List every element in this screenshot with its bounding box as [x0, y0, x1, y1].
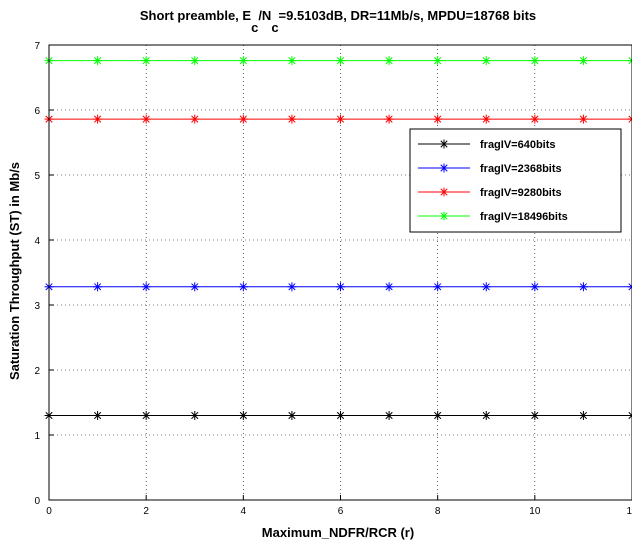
y-tick-label: 7	[34, 41, 40, 52]
chart-title-sub1: c	[251, 20, 258, 35]
x-tick-label: 0	[46, 506, 52, 517]
data-point	[481, 411, 491, 420]
data-point	[141, 114, 151, 124]
data-point	[481, 114, 491, 124]
axis-ticks: 02468101201234567	[34, 41, 632, 517]
data-point	[93, 56, 103, 66]
data-point	[530, 411, 540, 420]
series-layer	[44, 56, 632, 420]
data-point	[93, 114, 103, 124]
y-tick-label: 6	[34, 106, 40, 117]
legend-item: fragIV=9280bits	[418, 187, 562, 199]
data-point	[530, 282, 540, 292]
data-point	[238, 56, 248, 66]
x-tick-label: 10	[529, 506, 541, 517]
legend-marker	[439, 211, 449, 221]
data-point	[336, 56, 345, 66]
chart-title-suffix: =9.5103dB, DR=11Mb/s, MPDU=18768 bits	[279, 8, 537, 23]
legend-item: fragIV=640bits	[418, 139, 556, 151]
chart-title: Short preamble, Ec/Nc=9.5103dB, DR=11Mb/…	[140, 8, 536, 35]
series	[44, 282, 632, 292]
data-point	[238, 411, 248, 420]
data-point	[93, 411, 103, 420]
data-point	[530, 56, 540, 66]
data-point	[190, 56, 200, 66]
legend-label: fragIV=9280bits	[480, 187, 562, 199]
data-point	[336, 411, 345, 420]
legend-label: fragIV=18496bits	[480, 211, 568, 223]
x-tick-label: 12	[626, 506, 632, 517]
y-tick-label: 3	[34, 301, 40, 312]
data-point	[433, 114, 443, 124]
data-point	[287, 114, 297, 124]
data-point	[433, 282, 443, 292]
data-point	[93, 282, 103, 292]
data-point	[627, 56, 632, 66]
chart-title-sub2: c	[271, 20, 278, 35]
data-point	[578, 114, 588, 124]
y-tick-label: 0	[34, 496, 40, 507]
legend: fragIV=640bits fragIV=2368bits fragIV=9280…	[409, 128, 622, 233]
data-point	[433, 56, 443, 66]
data-point	[190, 114, 200, 124]
data-point	[384, 282, 394, 292]
data-point	[190, 411, 200, 420]
legend-label: fragIV=2368bits	[480, 163, 562, 175]
x-tick-label: 6	[338, 506, 344, 517]
series	[44, 56, 632, 66]
data-point	[384, 411, 394, 420]
y-tick-label: 1	[34, 431, 40, 442]
data-point	[627, 114, 632, 124]
data-point	[336, 282, 345, 292]
grid	[48, 44, 632, 501]
legend-item: fragIV=2368bits	[418, 163, 562, 175]
data-point	[141, 411, 151, 420]
y-tick-label: 2	[34, 366, 40, 377]
legend-marker	[439, 187, 449, 197]
data-point	[384, 114, 394, 124]
legend-marker	[439, 163, 449, 173]
data-point	[141, 56, 151, 66]
data-point	[238, 282, 248, 292]
chart-title-prefix: Short preamble, E	[140, 8, 252, 23]
data-point	[384, 56, 394, 66]
x-tick-label: 8	[435, 506, 441, 517]
data-point	[627, 282, 632, 292]
y-tick-label: 4	[34, 236, 40, 247]
x-tick-label: 4	[241, 506, 247, 517]
data-point	[481, 56, 491, 66]
y-axis-title: Saturation Throughput (ST) in Mb/s	[7, 162, 22, 380]
data-point	[627, 411, 632, 420]
x-axis-title: Maximum_NDFR/RCR (r)	[262, 525, 414, 540]
data-point	[238, 114, 248, 124]
series	[44, 114, 632, 124]
data-point	[578, 411, 588, 420]
data-point	[190, 282, 200, 292]
data-point	[287, 411, 297, 420]
data-point	[287, 56, 297, 66]
data-point	[433, 411, 443, 420]
y-tick-label: 5	[34, 171, 40, 182]
data-point	[336, 114, 345, 124]
data-point	[481, 282, 491, 292]
data-point	[530, 114, 540, 124]
chart-title-mid: /N	[258, 8, 271, 23]
x-tick-label: 2	[143, 506, 149, 517]
legend-item: fragIV=18496bits	[418, 211, 568, 223]
data-point	[141, 282, 151, 292]
legend-label: fragIV=640bits	[480, 139, 556, 151]
series	[44, 411, 632, 420]
data-point	[287, 282, 297, 292]
legend-marker	[439, 139, 449, 149]
data-point	[578, 282, 588, 292]
data-point	[578, 56, 588, 66]
